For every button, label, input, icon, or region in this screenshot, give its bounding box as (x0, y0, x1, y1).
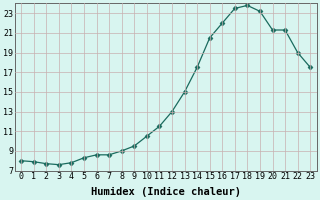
X-axis label: Humidex (Indice chaleur): Humidex (Indice chaleur) (91, 186, 241, 197)
